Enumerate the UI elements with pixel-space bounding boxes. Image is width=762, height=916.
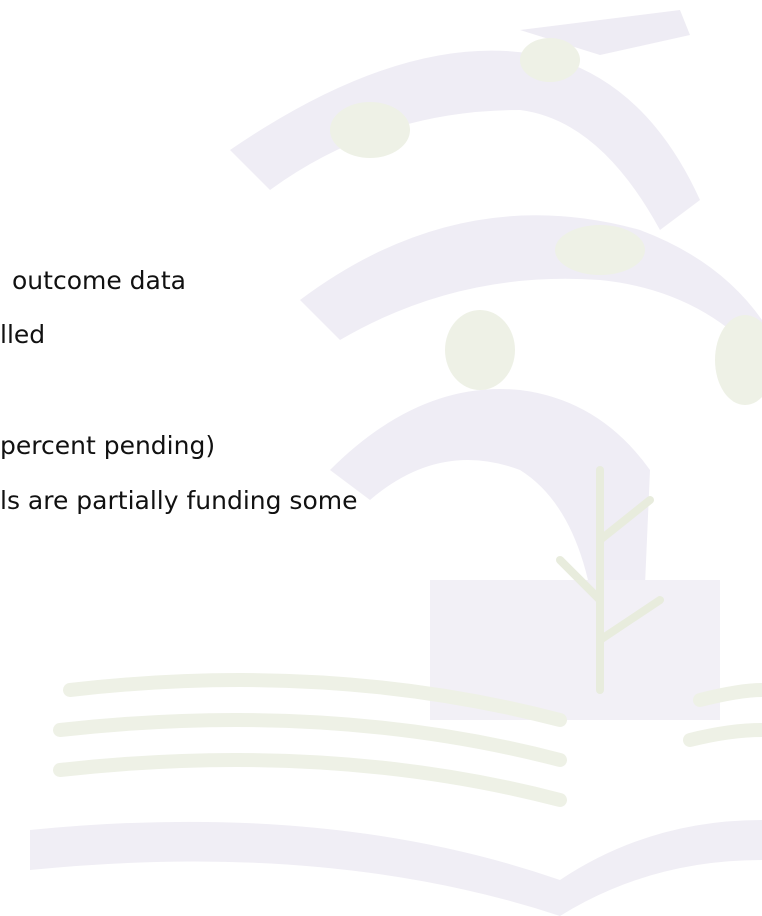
branch — [300, 215, 762, 360]
leaf — [555, 225, 645, 275]
text-line: percent pending) — [0, 433, 215, 458]
leaf — [715, 315, 762, 405]
leaf — [520, 38, 580, 82]
text-line: ls are partially funding some — [0, 488, 357, 513]
text-line: outcome data — [12, 268, 186, 293]
book-cover — [30, 820, 762, 916]
text-line: lled — [0, 322, 45, 347]
slide: outcome data lled percent pending) ls ar… — [0, 0, 762, 916]
branch — [230, 51, 700, 230]
leaf — [445, 310, 515, 390]
leaf — [330, 102, 410, 158]
